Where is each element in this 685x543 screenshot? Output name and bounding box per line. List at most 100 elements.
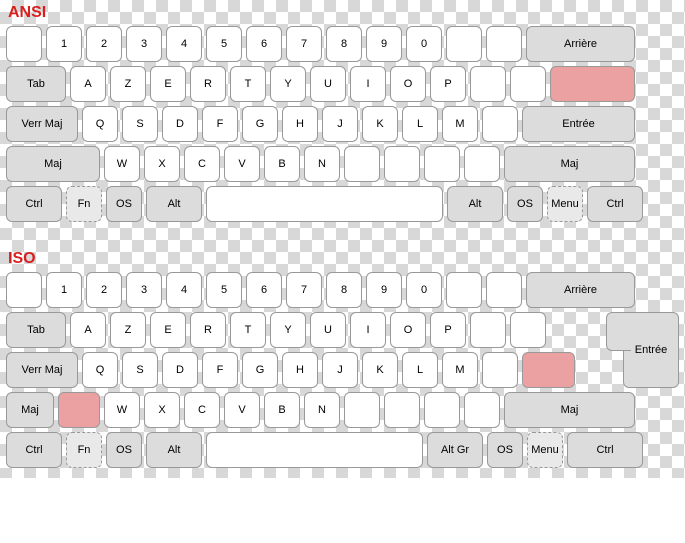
keyboard-row: MajWXCVBNMaj [6, 392, 679, 428]
key-n: N [304, 146, 340, 182]
key-arrière: Arrière [526, 272, 635, 308]
key-8: 8 [326, 272, 362, 308]
key-maj: Maj [504, 146, 635, 182]
key-k: K [362, 352, 398, 388]
key-tab: Tab [6, 312, 66, 348]
key-5: 5 [206, 26, 242, 62]
key-8: 8 [326, 26, 362, 62]
iso-title: ISO [8, 250, 679, 268]
key-verr-maj: Verr Maj [6, 106, 78, 142]
diagram-container: ANSI 1234567890Arrière TabAZERTYUIOP Verr … [0, 0, 685, 478]
key-blank [58, 392, 100, 428]
key-e: E [150, 312, 186, 348]
key-menu: Menu [527, 432, 563, 468]
key-f: F [202, 352, 238, 388]
key-d: D [162, 352, 198, 388]
key-ctrl: Ctrl [587, 186, 643, 222]
key-7: 7 [286, 26, 322, 62]
key-5: 5 [206, 272, 242, 308]
key-blank [6, 26, 42, 62]
key-t: T [230, 66, 266, 102]
key-fn: Fn [66, 432, 102, 468]
key-blank [470, 66, 506, 102]
key-c: C [184, 392, 220, 428]
key-blank [206, 186, 443, 222]
key-j: J [322, 106, 358, 142]
keyboard-row: CtrlFnOSAltAltOSMenuCtrl [6, 186, 679, 222]
key-i: I [350, 312, 386, 348]
key-h: H [282, 352, 318, 388]
key-k: K [362, 106, 398, 142]
key-ctrl: Ctrl [6, 432, 62, 468]
key-blank [344, 146, 380, 182]
key-blank [424, 146, 460, 182]
key-fn: Fn [66, 186, 102, 222]
key-blank [510, 312, 546, 348]
key-blank [486, 26, 522, 62]
key-v: V [224, 146, 260, 182]
key-b: B [264, 146, 300, 182]
key-blank [446, 272, 482, 308]
key-blank [482, 352, 518, 388]
key-0: 0 [406, 26, 442, 62]
key-alt-gr: Alt Gr [427, 432, 483, 468]
key-r: R [190, 66, 226, 102]
key-blank [6, 272, 42, 308]
key-ctrl: Ctrl [567, 432, 643, 468]
key-blank [510, 66, 546, 102]
key-r: R [190, 312, 226, 348]
key-blank [470, 312, 506, 348]
key-n: N [304, 392, 340, 428]
key-t: T [230, 312, 266, 348]
key-arrière: Arrière [526, 26, 635, 62]
key-9: 9 [366, 26, 402, 62]
key-2: 2 [86, 272, 122, 308]
key-u: U [310, 312, 346, 348]
key-7: 7 [286, 272, 322, 308]
key-m: M [442, 352, 478, 388]
key-p: P [430, 66, 466, 102]
key-maj: Maj [504, 392, 635, 428]
key-alt: Alt [146, 432, 202, 468]
key-blank [464, 146, 500, 182]
key-h: H [282, 106, 318, 142]
enter-key: Entrée [623, 312, 679, 388]
keyboard-row: Verr MajQSDFGHJKLM [6, 352, 679, 388]
ansi-title: ANSI [8, 4, 679, 22]
key-z: Z [110, 312, 146, 348]
key-q: Q [82, 106, 118, 142]
key-blank [384, 146, 420, 182]
key-z: Z [110, 66, 146, 102]
key-blank [206, 432, 423, 468]
key-blank [486, 272, 522, 308]
key-blank [424, 392, 460, 428]
key-l: L [402, 352, 438, 388]
keyboard-row: 1234567890Arrière [6, 272, 679, 308]
key-maj: Maj [6, 146, 100, 182]
key-w: W [104, 392, 140, 428]
key-os: OS [106, 186, 142, 222]
keyboard-row: CtrlFnOSAltAlt GrOSMenuCtrl [6, 432, 679, 468]
key-ctrl: Ctrl [6, 186, 62, 222]
keyboard-row: Verr MajQSDFGHJKLMEntrée [6, 106, 679, 142]
key-blank [482, 106, 518, 142]
key-o: O [390, 312, 426, 348]
key-6: 6 [246, 272, 282, 308]
key-u: U [310, 66, 346, 102]
key-blank [550, 66, 635, 102]
key-x: X [144, 392, 180, 428]
key-blank [384, 392, 420, 428]
key-blank [464, 392, 500, 428]
keyboard-row: TabAZERTYUIOP [6, 66, 679, 102]
key-2: 2 [86, 26, 122, 62]
key-e: E [150, 66, 186, 102]
key-y: Y [270, 66, 306, 102]
key-i: I [350, 66, 386, 102]
key-3: 3 [126, 272, 162, 308]
key-blank [344, 392, 380, 428]
keyboard-row: EntréeTabAZERTYUIOP [6, 312, 679, 348]
keyboard-row: MajWXCVBNMaj [6, 146, 679, 182]
key-1: 1 [46, 26, 82, 62]
keyboard-row: 1234567890Arrière [6, 26, 679, 62]
key-maj: Maj [6, 392, 54, 428]
